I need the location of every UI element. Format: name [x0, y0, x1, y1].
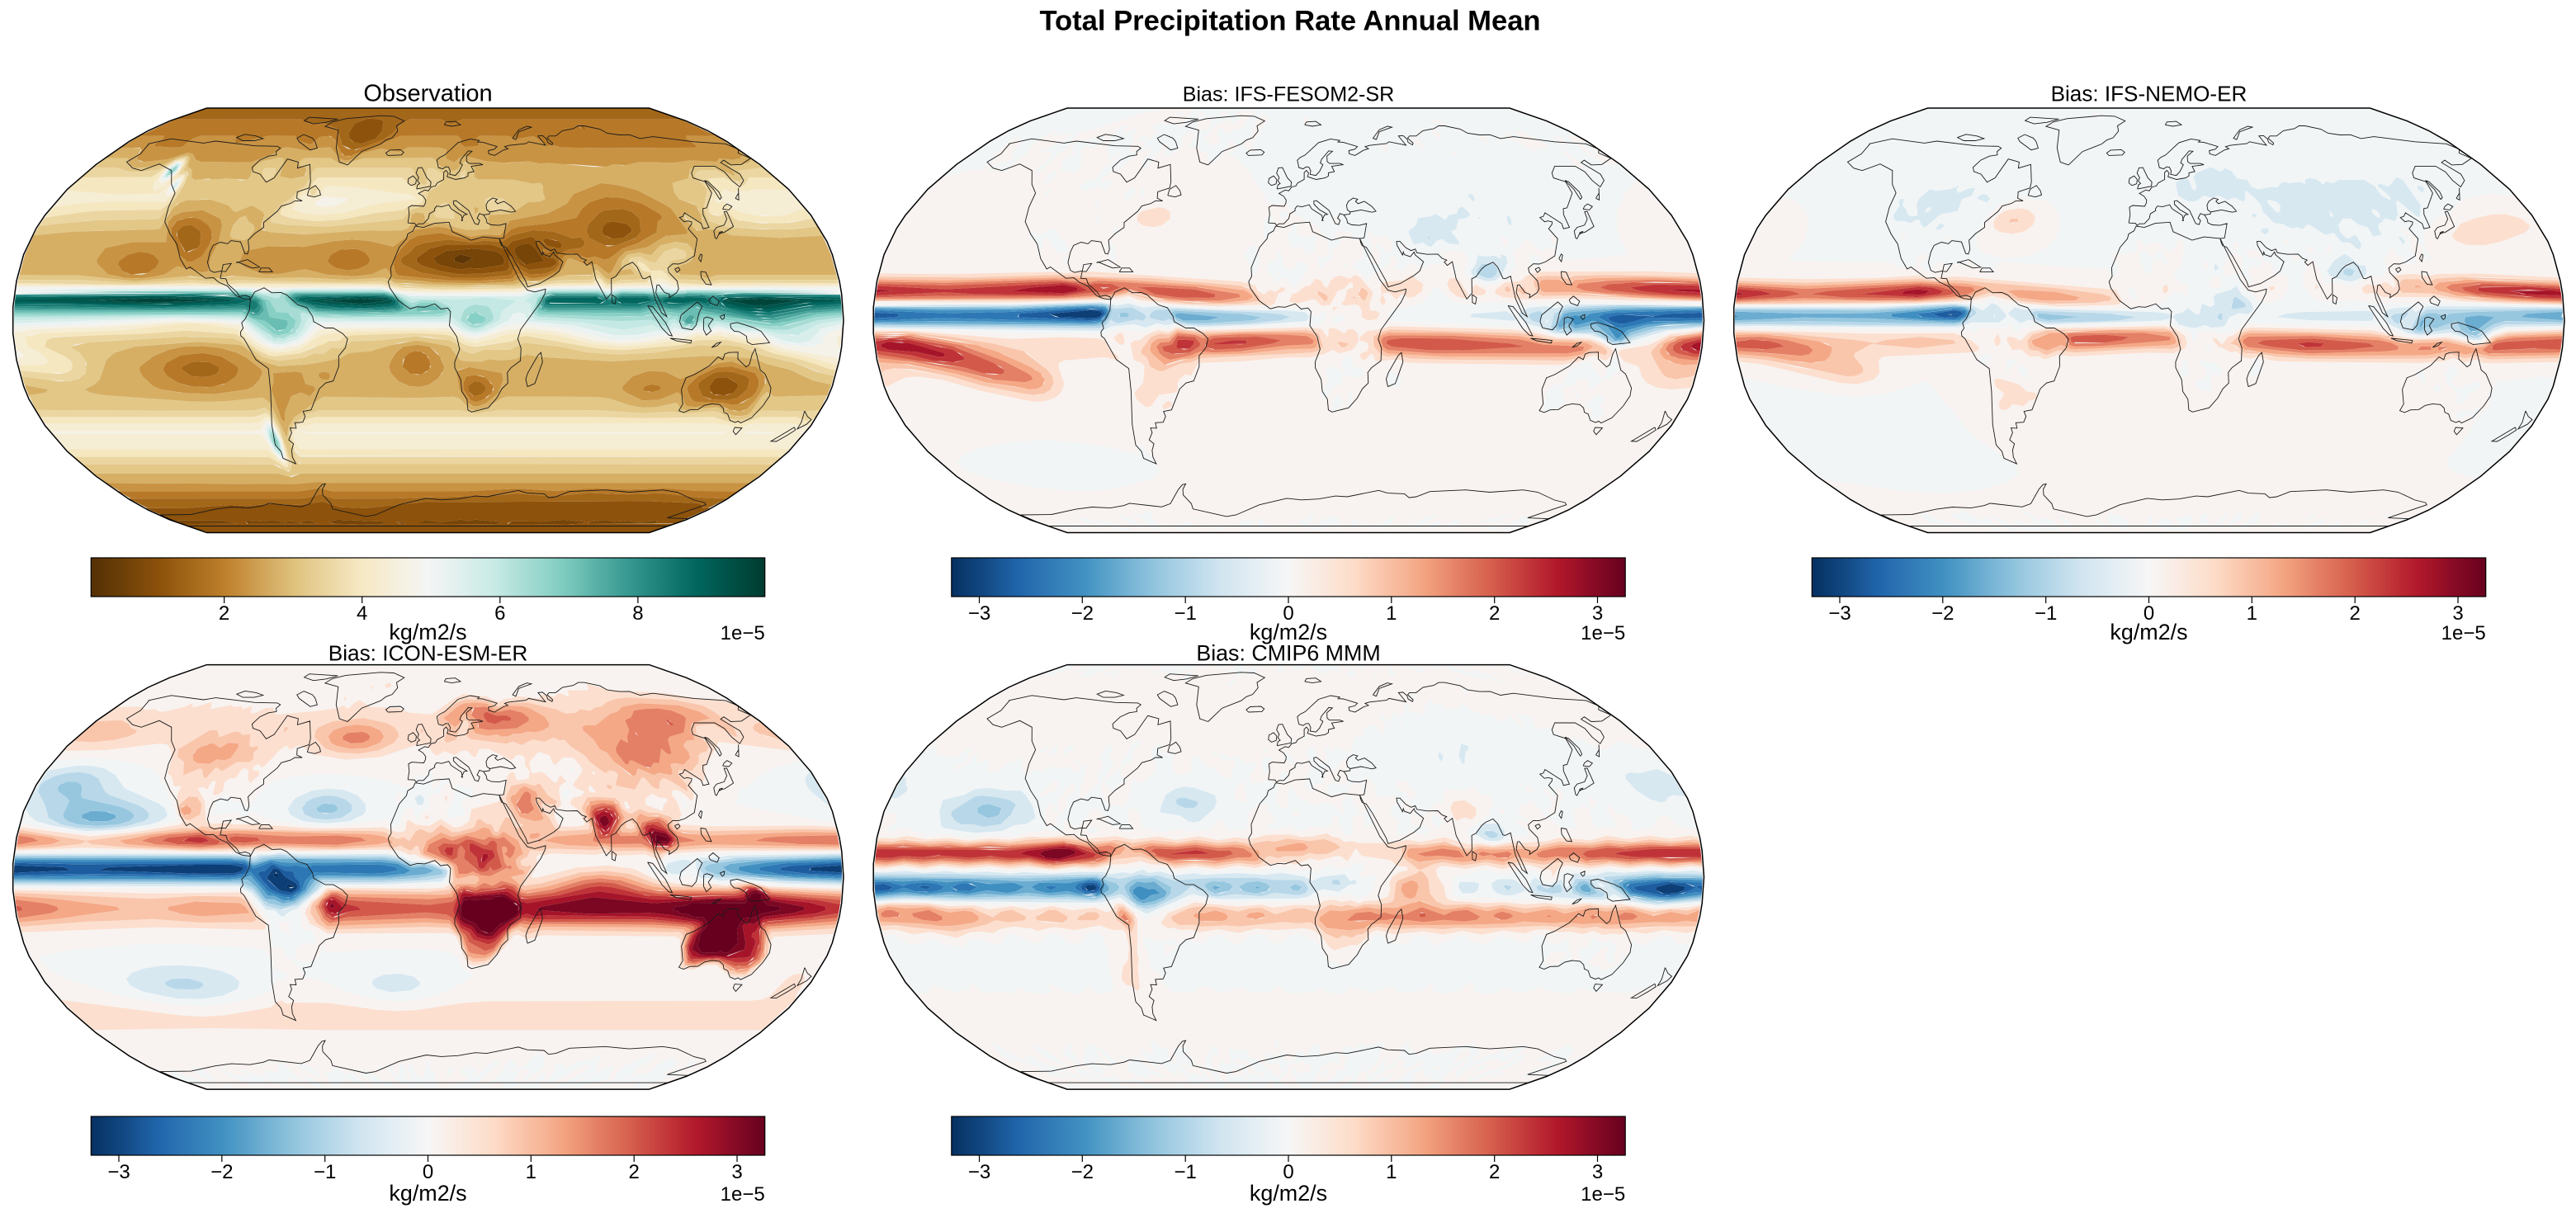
svg-text:3: 3 [1592, 1161, 1603, 1183]
svg-text:1: 1 [1386, 1161, 1397, 1183]
svg-text:−3: −3 [1828, 602, 1850, 625]
svg-text:Total Precipitation Rate Annua: Total Precipitation Rate Annual Mean [1039, 6, 1540, 37]
svg-text:−1: −1 [2035, 602, 2057, 625]
svg-text:1e−5: 1e−5 [2441, 622, 2486, 644]
svg-text:−3: −3 [968, 602, 990, 625]
svg-text:1e−5: 1e−5 [721, 622, 765, 644]
svg-text:1: 1 [526, 1161, 536, 1183]
svg-text:2: 2 [1489, 602, 1500, 625]
svg-text:−2: −2 [1071, 602, 1094, 625]
svg-text:−2: −2 [1071, 1161, 1094, 1183]
svg-text:kg/m2/s: kg/m2/s [1250, 1181, 1327, 1206]
svg-text:−3: −3 [107, 1161, 130, 1183]
svg-text:−1: −1 [1175, 602, 1197, 625]
svg-text:1e−5: 1e−5 [1581, 1183, 1625, 1206]
svg-text:Observation: Observation [363, 80, 492, 106]
svg-text:−2: −2 [210, 1161, 233, 1183]
svg-text:8: 8 [632, 602, 643, 625]
svg-text:0: 0 [1283, 1161, 1293, 1183]
svg-text:1e−5: 1e−5 [1581, 622, 1625, 644]
svg-text:kg/m2/s: kg/m2/s [389, 1181, 466, 1206]
svg-text:2: 2 [2350, 602, 2361, 625]
svg-text:1e−5: 1e−5 [721, 1183, 765, 1206]
svg-text:3: 3 [731, 1161, 742, 1183]
svg-text:3: 3 [1592, 602, 1603, 625]
svg-text:−1: −1 [1175, 1161, 1197, 1183]
svg-text:3: 3 [2452, 602, 2463, 625]
svg-text:kg/m2/s: kg/m2/s [2110, 620, 2187, 644]
svg-text:Bias: IFS-NEMO-ER: Bias: IFS-NEMO-ER [2051, 81, 2248, 106]
svg-text:2: 2 [629, 1161, 640, 1183]
svg-text:1: 1 [2247, 602, 2257, 625]
svg-text:0: 0 [2144, 602, 2154, 625]
svg-text:2: 2 [1489, 1161, 1500, 1183]
svg-text:−3: −3 [968, 1161, 990, 1183]
svg-text:Bias: CMIP6 MMM: Bias: CMIP6 MMM [1196, 641, 1380, 666]
svg-text:kg/m2/s: kg/m2/s [389, 620, 466, 644]
svg-text:−1: −1 [314, 1161, 336, 1183]
svg-text:−2: −2 [1931, 602, 1954, 625]
svg-text:1: 1 [1386, 602, 1397, 625]
svg-text:Bias: IFS-FESOM2-SR: Bias: IFS-FESOM2-SR [1183, 83, 1395, 106]
svg-text:kg/m2/s: kg/m2/s [1250, 620, 1327, 644]
svg-text:0: 0 [1283, 602, 1293, 625]
svg-text:6: 6 [494, 602, 505, 625]
svg-text:4: 4 [357, 602, 367, 625]
svg-text:Bias: ICON-ESM-ER: Bias: ICON-ESM-ER [328, 641, 528, 666]
svg-text:2: 2 [219, 602, 229, 625]
svg-text:0: 0 [423, 1161, 433, 1183]
